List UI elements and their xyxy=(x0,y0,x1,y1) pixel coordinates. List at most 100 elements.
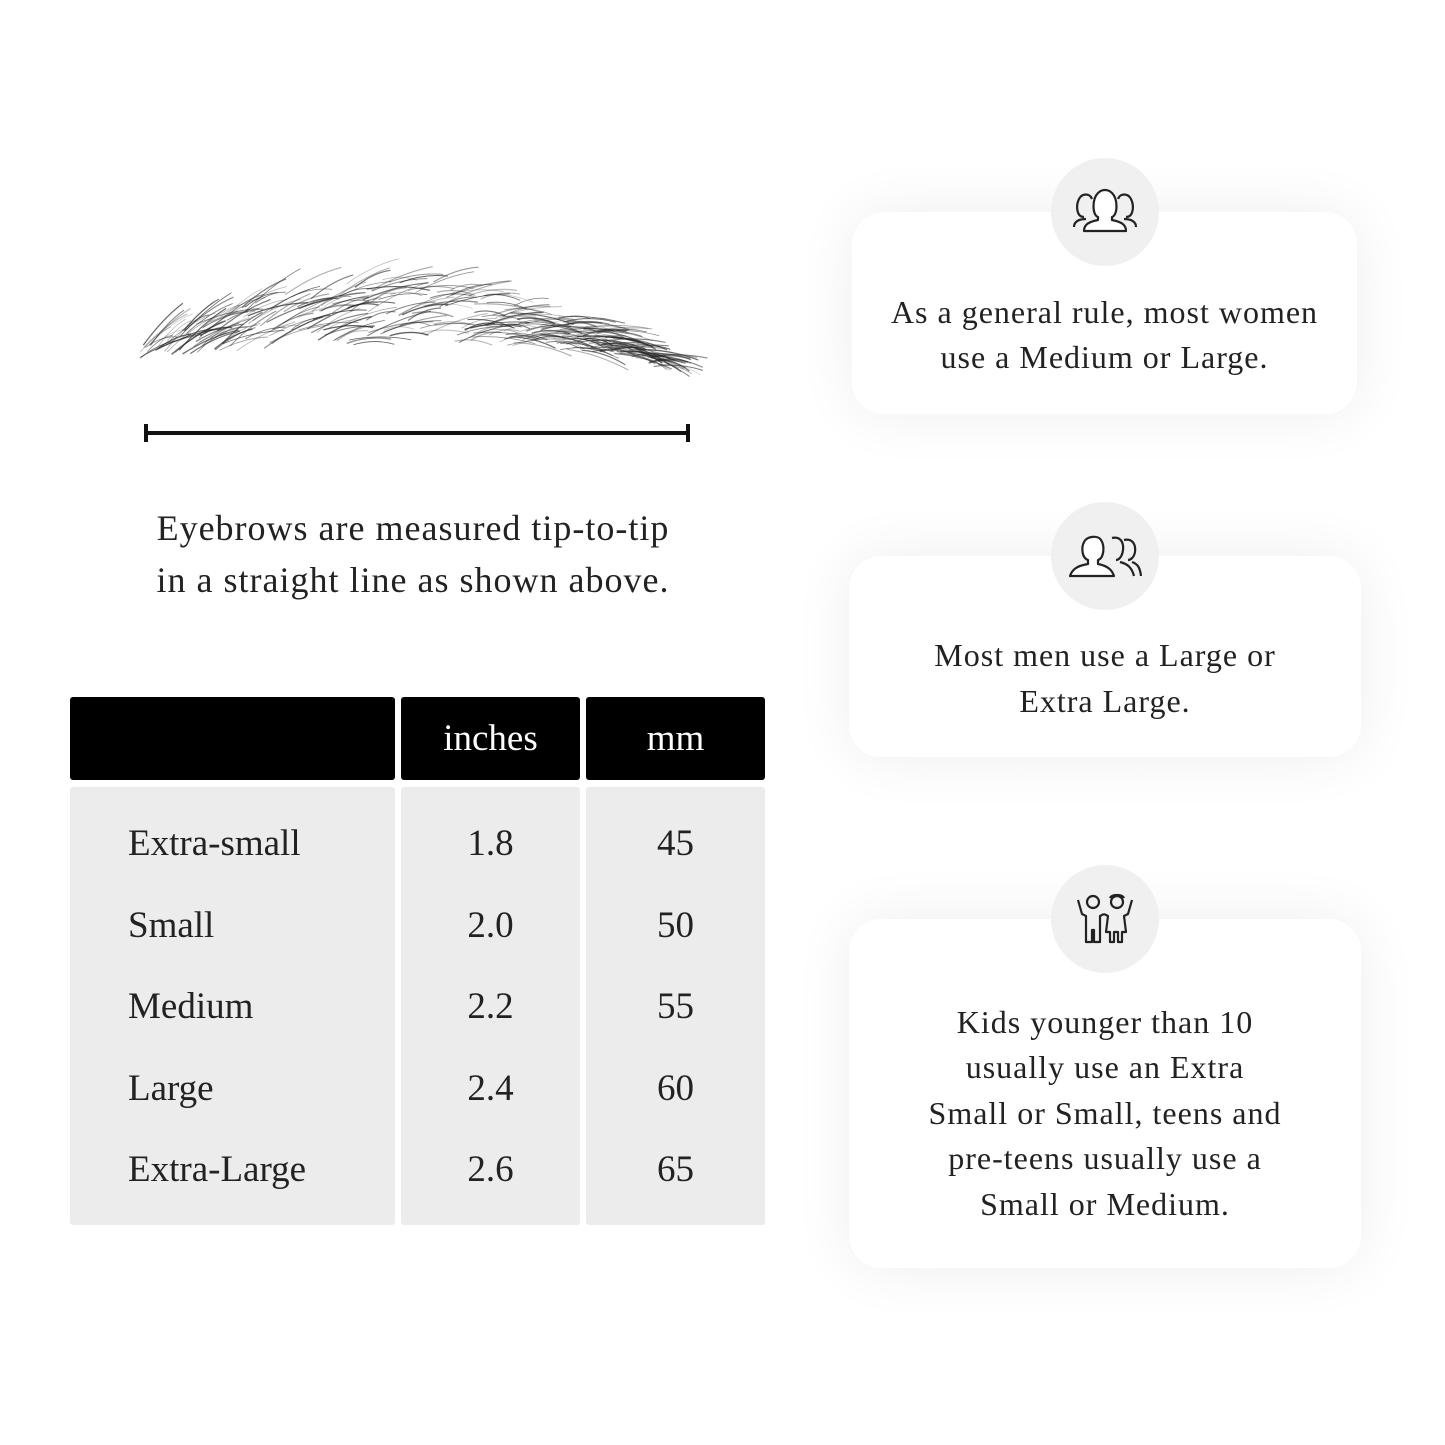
eyebrow-hair xyxy=(183,298,220,332)
eyebrow-hair xyxy=(186,303,233,334)
eyebrow-hair xyxy=(319,304,356,312)
header-size xyxy=(70,697,395,780)
eyebrow-hair xyxy=(202,322,240,346)
eyebrow-hair xyxy=(514,297,549,306)
eyebrow-hair xyxy=(566,318,616,323)
eyebrow-hair xyxy=(272,312,314,331)
eyebrow-hair xyxy=(412,311,454,318)
eyebrow-hair xyxy=(575,335,612,343)
eyebrow-hair xyxy=(486,301,528,310)
eyebrow-hair xyxy=(242,298,288,318)
eyebrow-hair xyxy=(560,325,591,331)
eyebrow-hair xyxy=(631,353,698,358)
eyebrow-hair xyxy=(517,317,574,324)
measurement-line xyxy=(144,424,690,442)
eyebrow-hair xyxy=(499,335,531,343)
eyebrow-hair xyxy=(362,282,429,301)
header-inches: inches xyxy=(401,697,580,780)
eyebrow-hair xyxy=(229,310,277,347)
eyebrow-hair xyxy=(199,326,233,337)
eyebrow-hair xyxy=(157,319,186,347)
eyebrow-hair xyxy=(587,345,642,351)
kids-icon xyxy=(1076,893,1134,944)
eyebrow-hair xyxy=(398,296,455,316)
eyebrow-hair xyxy=(148,308,191,346)
eyebrow-hair xyxy=(505,333,548,341)
eyebrow-hair xyxy=(581,349,626,366)
women-group-icon xyxy=(1072,188,1138,233)
eyebrow-hair xyxy=(366,286,431,291)
eyebrow-hair xyxy=(171,320,226,355)
eyebrow-hair xyxy=(164,301,215,352)
eyebrow-hair xyxy=(220,316,255,334)
eyebrow-hair xyxy=(149,313,193,345)
size-cell: Extra-Large xyxy=(128,1149,307,1190)
eyebrow-hair xyxy=(584,328,654,341)
eyebrow-hair xyxy=(371,266,433,292)
eyebrow-hair xyxy=(419,322,471,329)
eyebrow-hair xyxy=(338,267,391,297)
eyebrow-hair xyxy=(217,288,263,324)
eyebrow-hair xyxy=(214,326,247,338)
eyebrow-hair xyxy=(298,291,366,310)
eyebrow-hair xyxy=(179,292,232,337)
eyebrow-hair xyxy=(346,337,392,344)
description-line: in a straight line as shown above. xyxy=(156,560,670,600)
eyebrow-hair xyxy=(481,314,521,321)
eyebrow-hair xyxy=(283,293,330,313)
eyebrow-hair xyxy=(576,335,645,344)
eyebrow-hair xyxy=(424,312,488,336)
eyebrow-hair xyxy=(196,308,260,325)
eyebrow-hair xyxy=(495,306,562,319)
card-text-line: Kids younger than 10 xyxy=(956,1003,1254,1040)
eyebrow-hair xyxy=(311,281,367,312)
eyebrow-hair xyxy=(204,304,247,335)
eyebrow-hair xyxy=(557,315,591,320)
eyebrow-hair xyxy=(448,280,512,303)
eyebrow-hair xyxy=(499,323,531,330)
eyebrow-hair xyxy=(510,312,574,326)
eyebrow-hair xyxy=(632,354,667,370)
eyebrow-hair xyxy=(150,309,185,346)
eyebrow-hair xyxy=(490,314,536,326)
eyebrow-hair xyxy=(389,331,429,337)
eyebrow-hair xyxy=(380,314,448,335)
eyebrow-hair xyxy=(592,338,635,352)
eyebrow-hair xyxy=(297,304,355,318)
eyebrow-hair xyxy=(383,320,442,333)
eyebrow-hair xyxy=(433,321,475,326)
eyebrow-hair xyxy=(554,340,585,350)
card-text-line: pre-teens usually use a xyxy=(948,1140,1262,1177)
eyebrow-hair xyxy=(641,354,690,377)
mm-cell: 55 xyxy=(657,986,694,1027)
eyebrow-hair xyxy=(529,326,599,338)
inches-cell: 2.2 xyxy=(467,986,514,1027)
eyebrow-hair xyxy=(516,317,556,325)
eyebrow-hair xyxy=(407,307,442,321)
eyebrow-hair xyxy=(531,330,582,339)
card-text-line: use a Medium or Large. xyxy=(940,339,1269,375)
eyebrow-hair xyxy=(458,323,518,343)
eyebrow-hair xyxy=(328,319,362,329)
eyebrow-hair xyxy=(382,276,418,281)
eyebrow-hair xyxy=(565,322,597,328)
eyebrow-hair xyxy=(540,317,608,326)
eyebrow-hair xyxy=(142,302,184,346)
eyebrow-hair xyxy=(260,293,311,327)
eyebrow-hair xyxy=(336,324,375,342)
eyebrow-hair xyxy=(245,326,286,340)
eyebrow-hair xyxy=(473,331,535,340)
eyebrow-hair xyxy=(563,330,630,335)
eyebrow-hair xyxy=(599,330,660,337)
mm-cell: 60 xyxy=(657,1067,694,1109)
eyebrow-hair xyxy=(154,333,191,352)
eyebrow-hair xyxy=(340,281,392,297)
eyebrow-hair xyxy=(456,325,513,336)
eyebrow-hair xyxy=(444,293,511,307)
eyebrow-hair xyxy=(628,345,667,361)
eyebrow-hair xyxy=(145,336,177,348)
eyebrow-hair xyxy=(263,316,324,349)
eyebrow-hair xyxy=(619,352,656,365)
eyebrow-hair xyxy=(485,293,534,303)
inches-cell: 1.8 xyxy=(467,823,514,864)
